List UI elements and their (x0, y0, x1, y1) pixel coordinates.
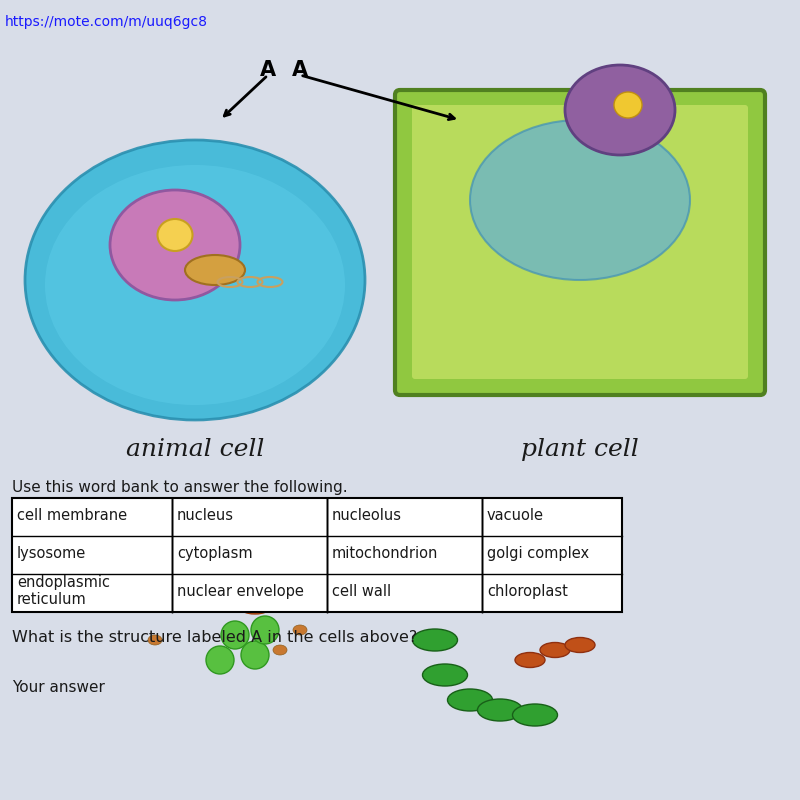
Text: nuclear envelope: nuclear envelope (177, 584, 304, 598)
Ellipse shape (413, 629, 458, 651)
Text: https://mote.com/m/uuq6gc8: https://mote.com/m/uuq6gc8 (5, 15, 208, 29)
Ellipse shape (251, 616, 279, 644)
Text: A: A (292, 60, 308, 80)
Text: lysosome: lysosome (17, 546, 86, 561)
Ellipse shape (138, 550, 152, 560)
Ellipse shape (273, 645, 287, 655)
Text: What is the structure labeled A in the cells above?: What is the structure labeled A in the c… (12, 630, 418, 645)
Text: nucleus: nucleus (177, 508, 234, 522)
Text: endoplasmic
reticulum: endoplasmic reticulum (17, 575, 110, 607)
Ellipse shape (238, 596, 273, 614)
Text: golgi complex: golgi complex (487, 546, 589, 561)
Ellipse shape (565, 65, 675, 155)
Ellipse shape (298, 595, 312, 605)
Text: cell wall: cell wall (332, 584, 391, 598)
Ellipse shape (110, 190, 240, 300)
Ellipse shape (206, 646, 234, 674)
Text: cytoplasm: cytoplasm (177, 546, 253, 561)
Ellipse shape (470, 120, 690, 280)
Ellipse shape (540, 642, 570, 658)
Bar (12, 498, 622, 612)
Ellipse shape (213, 551, 247, 569)
Ellipse shape (158, 219, 193, 251)
Ellipse shape (233, 540, 247, 550)
FancyBboxPatch shape (395, 90, 765, 395)
Text: plant cell: plant cell (521, 438, 639, 461)
Text: animal cell: animal cell (126, 438, 264, 461)
Ellipse shape (262, 566, 298, 584)
Text: cell membrane: cell membrane (17, 508, 127, 522)
Ellipse shape (241, 641, 269, 669)
Ellipse shape (221, 621, 249, 649)
Text: Your answer: Your answer (12, 680, 105, 695)
Ellipse shape (447, 689, 493, 711)
Text: vacuole: vacuole (487, 508, 544, 522)
Ellipse shape (153, 535, 167, 545)
Ellipse shape (185, 255, 245, 285)
FancyBboxPatch shape (412, 105, 748, 379)
Text: A: A (260, 60, 276, 80)
Ellipse shape (565, 638, 595, 653)
Ellipse shape (25, 140, 365, 420)
Ellipse shape (193, 535, 207, 545)
Ellipse shape (614, 92, 642, 118)
Ellipse shape (45, 165, 345, 405)
Ellipse shape (422, 664, 467, 686)
Ellipse shape (293, 565, 307, 575)
Ellipse shape (293, 625, 307, 635)
Ellipse shape (263, 540, 277, 550)
Ellipse shape (513, 704, 558, 726)
Text: mitochondrion: mitochondrion (332, 546, 438, 561)
Ellipse shape (148, 635, 162, 645)
Text: chloroplast: chloroplast (487, 584, 568, 598)
Ellipse shape (478, 699, 522, 721)
Text: Use this word bank to answer the following.: Use this word bank to answer the followi… (12, 480, 348, 495)
Text: nucleolus: nucleolus (332, 508, 402, 522)
Ellipse shape (515, 653, 545, 667)
